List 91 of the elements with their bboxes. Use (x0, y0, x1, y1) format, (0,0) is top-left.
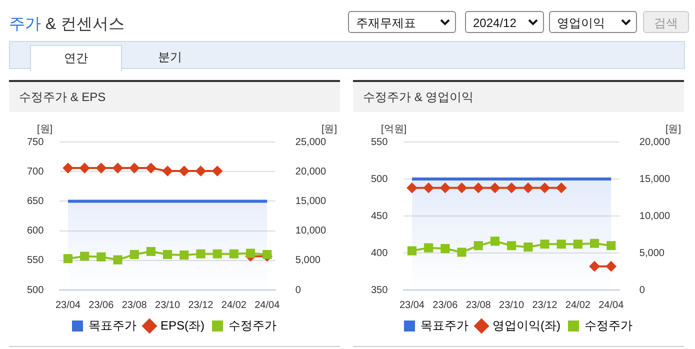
x-tick-label: 23/06 (432, 300, 458, 311)
y-tick-label: 700 (26, 166, 44, 178)
y-tick-label: 350 (370, 284, 388, 296)
point (606, 241, 616, 250)
point (573, 240, 582, 249)
y2-tick-label: 15,000 (295, 196, 326, 207)
point (146, 163, 156, 174)
x-tick-label: 23/04 (399, 300, 425, 311)
point (590, 238, 600, 248)
y-tick-label: 450 (370, 210, 388, 222)
chart-title: 수정주가 & 영업이익 (353, 82, 684, 112)
point (80, 163, 90, 174)
y2-tick-label: 20,000 (295, 166, 326, 178)
text: 연간 (30, 45, 122, 71)
text: 주재무제표 (356, 16, 416, 30)
point (556, 240, 566, 249)
point (474, 241, 483, 250)
y-axis-title: [억원] (381, 124, 407, 135)
point (62, 163, 73, 174)
y2-tick-label: 0 (639, 284, 646, 296)
point (112, 163, 123, 174)
text: 분기 (157, 49, 183, 66)
x-tick-label: 23/08 (122, 300, 148, 311)
point (146, 246, 156, 256)
x-tick-label: 24/02 (221, 300, 247, 311)
point (212, 166, 222, 176)
point (262, 250, 272, 260)
y-tick-label: 600 (26, 226, 44, 237)
point (490, 236, 500, 246)
y-tick-label: 500 (26, 284, 44, 296)
point (162, 166, 173, 176)
y2-tick-label: 0 (295, 284, 302, 296)
y2-tick-label: 5,000 (295, 255, 321, 266)
y2-tick-label: 20,000 (639, 136, 670, 148)
point (246, 248, 256, 258)
y-tick-label: 750 (26, 136, 44, 148)
legend-label: EPS(좌) (160, 318, 205, 332)
y-axis-title: [원] (37, 124, 53, 135)
y-tick-label: 550 (370, 136, 388, 148)
point (96, 252, 106, 262)
x-tick-label: 23/08 (466, 300, 492, 311)
point (113, 255, 122, 264)
text: 2024/12 (473, 16, 516, 30)
x-tick-label: 23/10 (155, 300, 180, 311)
point (507, 241, 516, 250)
x-tick-label: 23/10 (499, 300, 524, 311)
y2-axis-title: [원] (665, 124, 682, 135)
point (163, 250, 172, 260)
text: 주가 & 컨센서스 (9, 16, 125, 33)
point (63, 254, 73, 264)
y-tick-label: 400 (370, 248, 388, 259)
y2-tick-label: 10,000 (295, 226, 326, 237)
y2-tick-label: 10,000 (639, 210, 670, 222)
point (424, 243, 434, 252)
chart-title: 수정주가 & EPS (9, 82, 340, 112)
point (407, 246, 417, 256)
x-tick-label: 24/02 (565, 300, 591, 311)
point (524, 242, 533, 252)
point (196, 249, 206, 258)
y2-tick-label: 15,000 (639, 174, 670, 185)
point (80, 252, 90, 261)
point (457, 248, 466, 257)
point (96, 163, 106, 174)
point (130, 250, 139, 260)
legend-label: 목표주가 (420, 318, 469, 332)
legend-label: 수정주가 (584, 318, 632, 332)
point (212, 249, 222, 258)
y-tick-label: 550 (26, 255, 44, 266)
x-tick-label: 23/12 (188, 300, 214, 311)
point (179, 166, 190, 176)
x-tick-label: 23/04 (55, 300, 81, 311)
x-tick-label: 23/12 (532, 300, 558, 311)
point (229, 249, 238, 258)
legend-label: 목표주가 (88, 318, 136, 332)
y2-tick-label: 25,000 (295, 136, 326, 148)
point (180, 250, 189, 260)
x-tick-label: 24/04 (598, 300, 624, 311)
point (196, 166, 206, 176)
text: 검색 (643, 11, 689, 33)
legend-label: 영업이익(좌) (492, 318, 561, 332)
y2-axis-title: [원] (321, 124, 338, 135)
point (129, 163, 140, 174)
y-tick-label: 500 (370, 174, 388, 185)
y-tick-label: 650 (26, 196, 44, 207)
legend-label: 수정주가 (228, 318, 276, 332)
point (540, 240, 550, 249)
x-tick-label: 24/04 (254, 300, 280, 311)
text: 영업이익 (557, 16, 605, 30)
y2-tick-label: 5,000 (639, 248, 665, 259)
x-tick-label: 23/06 (88, 300, 114, 311)
point (440, 244, 450, 254)
